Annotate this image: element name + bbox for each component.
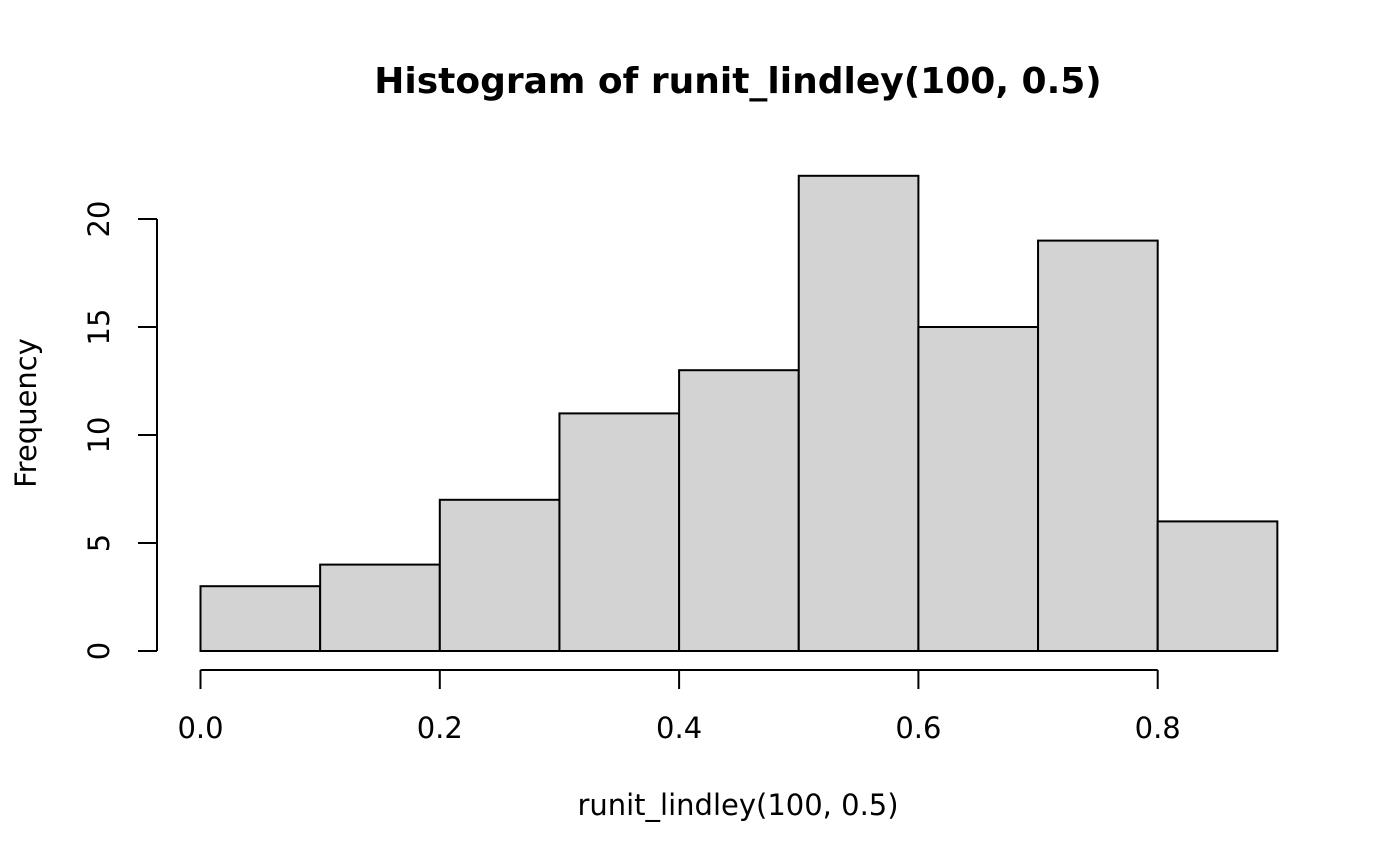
histogram-bar [678, 369, 800, 652]
histogram-bar [319, 563, 441, 652]
histogram-bars [199, 174, 1279, 653]
x-tick-label: 0.8 [1135, 711, 1181, 745]
y-tick-label: 15 [82, 309, 116, 346]
histogram-bar [797, 174, 920, 653]
y-tick-label: 0 [82, 642, 116, 660]
histogram-bar [438, 498, 561, 652]
y-tick-label: 5 [82, 534, 116, 552]
histogram-bar [917, 326, 1040, 652]
y-tick-label: 20 [82, 201, 116, 238]
x-axis: 0.0 0.2 0.4 0.6 0.8 [177, 669, 1181, 745]
x-tick-label: 0.4 [656, 711, 702, 745]
x-tick-label: 0.0 [177, 711, 223, 745]
x-axis-label: runit_lindley(100, 0.5) [577, 788, 898, 822]
histogram-bar [1156, 520, 1279, 653]
chart-title: Histogram of runit_lindley(100, 0.5) [374, 61, 1102, 102]
y-axis-label: Frequency [9, 338, 43, 488]
x-tick-label: 0.2 [417, 711, 463, 745]
histogram-bar [199, 585, 322, 653]
x-tick-label: 0.6 [895, 711, 941, 745]
y-tick-label: 10 [82, 417, 116, 454]
histogram-bar [1037, 239, 1159, 652]
y-axis: 0 5 10 15 20 [82, 201, 158, 660]
histogram-bar [558, 412, 681, 652]
